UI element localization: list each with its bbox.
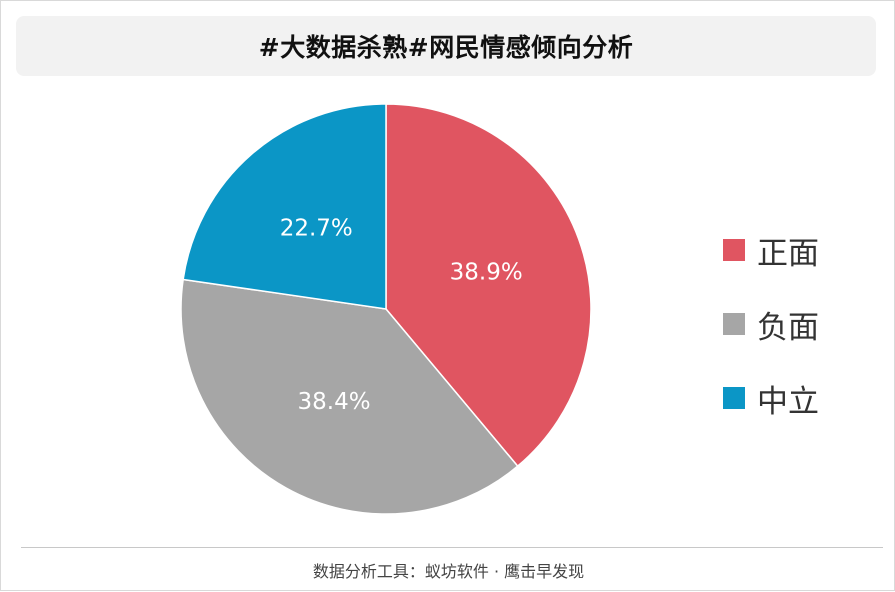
legend-item-negative: 负面 (723, 287, 819, 361)
legend-swatch-neutral (723, 387, 745, 409)
legend-label-neutral: 中立 (757, 383, 819, 420)
chart-title: #大数据杀熟#网民情感倾向分析 (258, 33, 634, 62)
pie-label-negative: 38.4% (298, 389, 371, 415)
pie-label-neutral: 22.7% (280, 215, 353, 241)
pie-slice-negative (180, 278, 519, 515)
title-bar: #大数据杀熟#网民情感倾向分析 (16, 16, 876, 76)
legend-label-negative: 负面 (757, 309, 819, 346)
legend-swatch-negative (723, 313, 745, 335)
footer-divider (21, 547, 883, 548)
legend-item-neutral: 中立 (723, 361, 819, 435)
legend-item-positive: 正面 (723, 213, 819, 287)
legend-swatch-positive (723, 239, 745, 261)
footer-source: 数据分析工具：蚁坊软件 · 鹰击早发现 (312, 562, 585, 581)
legend: 正面 负面 中立 (723, 213, 819, 435)
pie-slice-positive (385, 103, 592, 468)
pie-label-positive: 38.9% (450, 260, 523, 286)
pie-slice-neutral (182, 103, 387, 310)
legend-label-positive: 正面 (757, 235, 819, 272)
